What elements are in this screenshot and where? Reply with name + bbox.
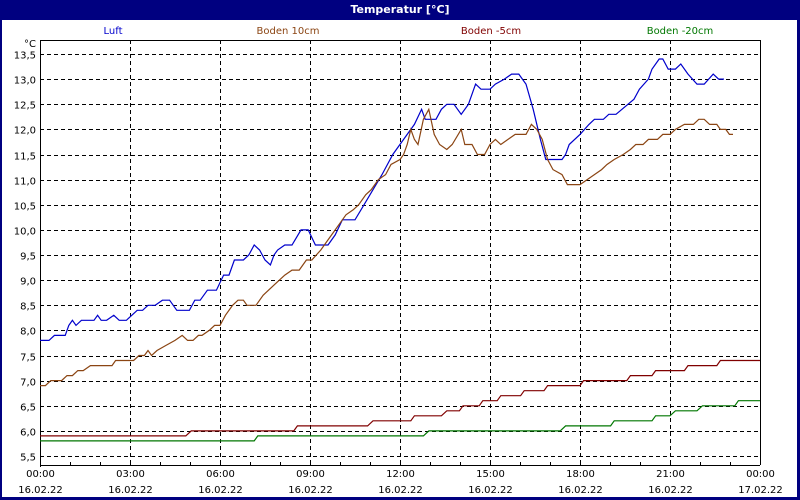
x-tick-time: 00:00 (746, 469, 775, 480)
x-tick-date: 16.02.22 (378, 485, 423, 496)
y-tick-label: 11,5 (14, 152, 36, 163)
series-boden-10cm (40, 107, 733, 387)
x-tick-time: 21:00 (656, 469, 685, 480)
x-tick-date: 16.02.22 (288, 485, 333, 496)
y-tick-label: 5,5 (20, 453, 36, 464)
y-axis-unit: °C (24, 39, 36, 50)
series-boden-5cm (40, 359, 760, 437)
legend-luft: Luft (104, 26, 123, 37)
y-tick-label: 6,5 (20, 403, 36, 414)
y-tick-label: 11,0 (14, 177, 36, 188)
y-tick-label: 12,0 (14, 126, 36, 137)
x-tick-date: 16.02.22 (108, 485, 153, 496)
y-tick-label: 8,5 (20, 302, 36, 313)
x-tick-date: 16.02.22 (198, 485, 243, 496)
x-tick-date: 16.02.22 (468, 485, 513, 496)
y-tick-label: 7,5 (20, 353, 36, 364)
x-tick-date: 16.02.22 (648, 485, 693, 496)
y-tick-label: 10,0 (14, 227, 36, 238)
x-tick-time: 09:00 (296, 469, 325, 480)
y-tick-label: 12,5 (14, 101, 36, 112)
legend-boden-10cm: Boden 10cm (257, 26, 320, 37)
x-tick-time: 18:00 (566, 469, 595, 480)
series-boden-20cm (40, 400, 760, 442)
series-luft (40, 58, 724, 341)
x-tick-date: 17.02.22 (738, 485, 783, 496)
y-tick-label: 8,0 (20, 327, 36, 338)
plot-frame (40, 40, 761, 467)
legend-boden-20cm: Boden -20cm (647, 26, 714, 37)
legend-boden-5cm: Boden -5cm (461, 26, 521, 37)
x-tick-time: 06:00 (206, 469, 235, 480)
y-tick-label: 13,5 (14, 51, 36, 62)
window-title: Temperatur [°C] (0, 0, 800, 20)
x-tick-time: 00:00 (26, 469, 55, 480)
x-tick-date: 16.02.22 (18, 485, 63, 496)
y-tick-label: 7,0 (20, 378, 36, 389)
x-tick-time: 15:00 (476, 469, 505, 480)
y-tick-label: 10,5 (14, 202, 36, 213)
y-tick-label: 6,0 (20, 428, 36, 439)
x-tick-time: 12:00 (386, 469, 415, 480)
x-tick-time: 03:00 (116, 469, 145, 480)
x-tick-date: 16.02.22 (558, 485, 603, 496)
y-tick-label: 9,0 (20, 277, 36, 288)
chart-panel (2, 20, 797, 497)
y-tick-label: 9,5 (20, 252, 36, 263)
y-tick-label: 13,0 (14, 76, 36, 87)
